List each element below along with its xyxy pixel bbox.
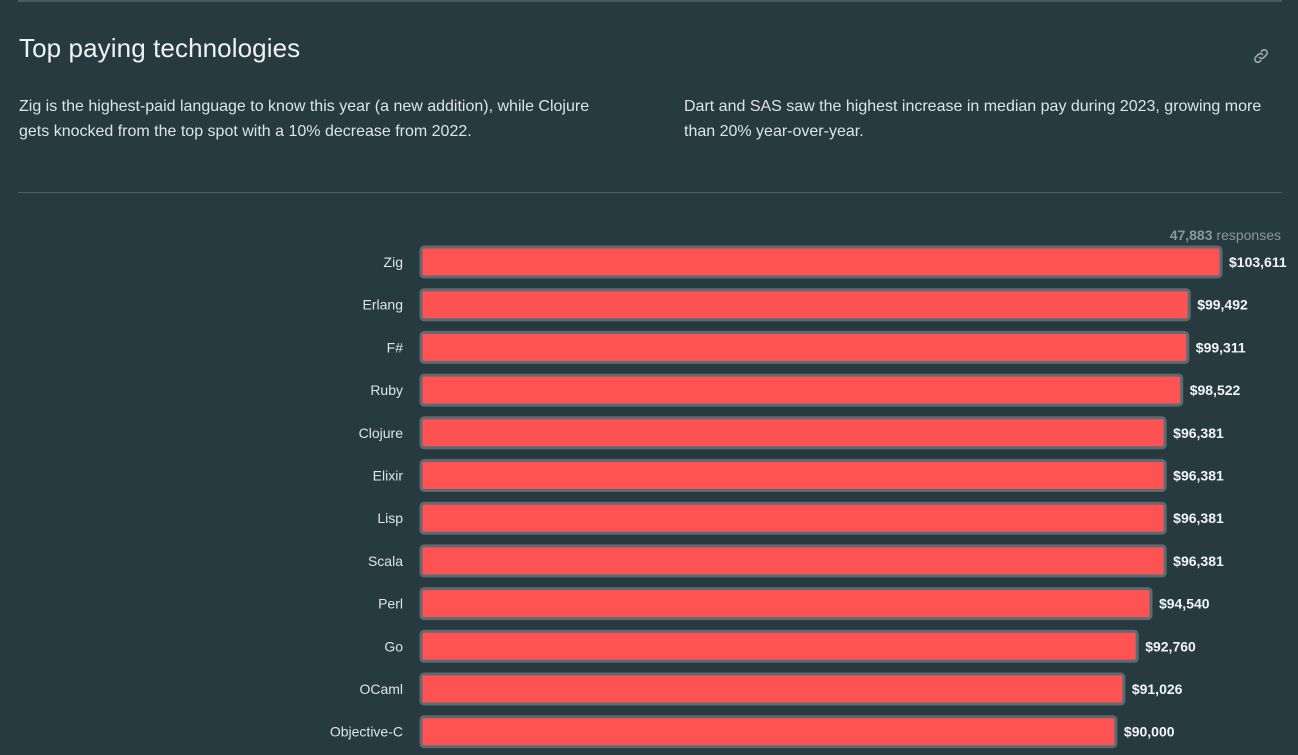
category-label: Scala [368,553,403,569]
bar[interactable] [419,330,1190,364]
bar[interactable] [419,672,1126,706]
value-label: $103,611 [1229,254,1287,270]
value-label: $99,311 [1196,339,1246,355]
bar[interactable] [419,715,1118,749]
category-label: Ruby [370,382,403,398]
top-divider [18,0,1282,2]
insight-left: Zig is the highest-paid language to know… [19,98,590,140]
value-label: $96,381 [1173,510,1224,526]
responses-label: responses [1216,227,1281,243]
category-label: Perl [378,596,403,612]
bar[interactable] [419,245,1223,279]
insight-right: Dart and SAS saw the highest increase in… [684,98,1262,140]
section-title: Top paying technologies [19,33,301,63]
category-label: Erlang [363,297,403,313]
link-icon [1253,48,1269,64]
value-label: $96,381 [1173,425,1224,441]
category-label: Go [384,638,403,654]
responses-number: 47,883 [1169,227,1213,243]
category-label: Clojure [359,425,404,441]
value-label: $91,026 [1132,681,1183,697]
value-label: $90,000 [1124,724,1175,740]
category-label: Lisp [377,510,403,526]
bar[interactable] [419,288,1191,322]
value-label: $96,381 [1173,553,1224,569]
value-label: $92,760 [1145,638,1196,654]
value-label: $94,540 [1159,596,1210,612]
section-divider [18,192,1282,193]
bar[interactable] [419,459,1167,492]
value-label: $96,381 [1173,468,1224,484]
responses-count: 47,883 responses [1170,227,1281,243]
bar[interactable] [419,373,1184,407]
permalink-button[interactable] [1248,43,1274,69]
bar[interactable] [419,501,1167,535]
category-label: Objective-C [330,724,403,740]
category-label: F# [387,339,404,355]
bar[interactable] [419,544,1167,578]
category-label: Zig [384,254,403,270]
category-label: OCaml [359,681,403,697]
bar[interactable] [419,416,1167,450]
value-label: $98,522 [1190,382,1241,398]
bar[interactable] [419,587,1153,621]
category-label: Elixir [373,468,404,484]
bar[interactable] [419,629,1139,663]
value-label: $99,492 [1197,297,1248,313]
